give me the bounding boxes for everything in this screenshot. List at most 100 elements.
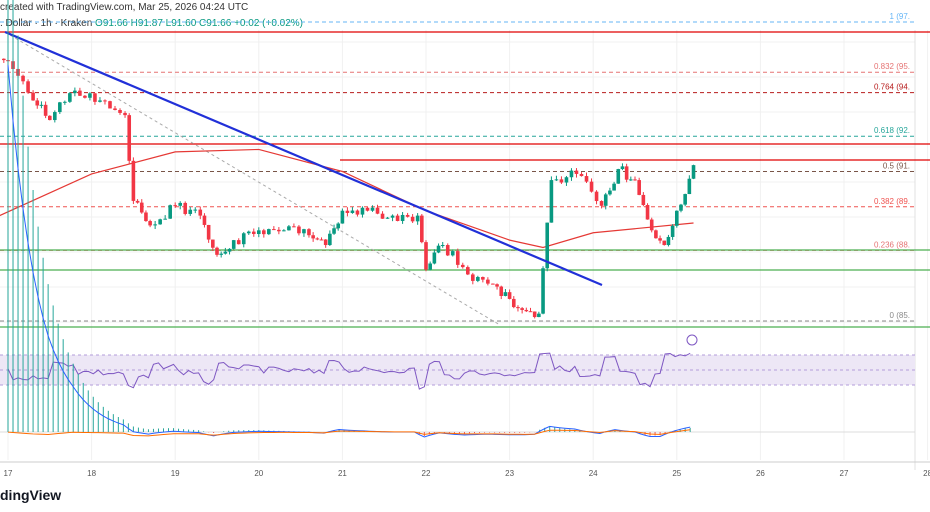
candle: [584, 176, 589, 182]
candle: [163, 218, 167, 220]
candle: [93, 93, 97, 102]
candle: [328, 233, 332, 246]
candle: [554, 179, 559, 181]
candle: [103, 100, 107, 102]
candle: [297, 226, 301, 234]
candle: [319, 239, 324, 241]
candle: [35, 100, 40, 106]
candle: [292, 226, 296, 228]
x-tick-label: 23: [505, 469, 514, 478]
candle: [246, 231, 251, 234]
candle: [123, 112, 127, 116]
candle: [272, 229, 276, 231]
fib-label: 0 (85.: [890, 311, 910, 320]
candle: [503, 292, 508, 296]
candle: [524, 309, 529, 312]
candle: [629, 179, 633, 181]
candle: [516, 307, 520, 309]
fib-label: 0.5 (91.: [883, 162, 910, 171]
candle: [332, 228, 336, 234]
candle: [637, 180, 641, 195]
candle: [460, 264, 465, 268]
candle: [481, 277, 485, 280]
candle: [173, 205, 177, 207]
x-tick-label: 21: [338, 469, 347, 478]
x-tick-label: 27: [840, 469, 849, 478]
candle: [262, 230, 266, 235]
candle: [53, 112, 57, 121]
candle: [537, 313, 541, 318]
candle: [223, 251, 228, 254]
chart-credit: created with TradingView.com, Mar 25, 20…: [0, 2, 249, 13]
candle: [390, 215, 395, 218]
candle: [564, 177, 569, 183]
candle: [336, 223, 341, 229]
candle: [691, 165, 696, 179]
candle: [415, 215, 420, 222]
x-tick-label: 18: [87, 469, 96, 478]
candle: [675, 210, 679, 226]
candle: [31, 92, 35, 101]
candle: [666, 236, 671, 246]
candle: [507, 292, 512, 299]
symbol-info: . Dollar · 1h · Kraken: [0, 18, 93, 29]
candle: [400, 214, 405, 221]
candle: [658, 238, 662, 241]
candle: [302, 229, 306, 234]
candle: [345, 210, 350, 213]
candle: [58, 102, 62, 113]
candle: [315, 238, 320, 240]
candle: [282, 230, 286, 232]
lightning-icon: [686, 334, 698, 346]
candle: [158, 219, 162, 225]
candle: [68, 93, 72, 102]
candle: [687, 178, 692, 195]
candle: [450, 251, 455, 256]
candle: [428, 263, 432, 270]
candle: [78, 90, 82, 96]
moving-average-line: [0, 148, 694, 249]
candle: [127, 115, 132, 161]
x-tick-label: 26: [756, 469, 765, 478]
candle: [231, 240, 236, 249]
candle: [360, 207, 365, 215]
candle: [63, 101, 67, 103]
x-tick-label: 24: [589, 469, 598, 478]
candle: [608, 190, 612, 195]
candle: [168, 205, 172, 219]
candle: [131, 160, 136, 201]
candle: [277, 229, 281, 232]
candle: [432, 252, 437, 264]
candle: [241, 233, 246, 245]
fib-label: 0.382 (89.: [874, 197, 910, 206]
candle: [26, 81, 30, 93]
fib-label: 0.832 (95.: [874, 62, 910, 71]
candle: [178, 202, 183, 206]
candle: [355, 210, 360, 215]
candle: [118, 109, 122, 113]
candle: [486, 279, 490, 284]
candle: [683, 194, 687, 205]
fib-label: 1 (97.: [890, 12, 910, 21]
candle: [365, 207, 370, 211]
candle: [641, 194, 646, 205]
candle: [113, 108, 117, 110]
candle: [532, 311, 537, 318]
candle: [541, 268, 545, 314]
candle: [420, 215, 424, 243]
candle: [410, 216, 415, 222]
candle: [603, 194, 608, 206]
candle: [612, 183, 616, 191]
ohlc-change: +0.02 (+0.02%): [234, 18, 304, 29]
fib-label: 0.618 (92.: [874, 126, 910, 135]
candle: [679, 204, 683, 211]
candle: [251, 231, 256, 235]
candle: [267, 229, 271, 235]
candle: [153, 224, 157, 226]
candle: [39, 104, 44, 106]
candle: [183, 202, 188, 214]
symbol-legend: . Dollar · 1h · Kraken O91.66 H91.87 L91…: [0, 18, 303, 29]
candle: [574, 170, 579, 174]
candle: [549, 180, 554, 223]
